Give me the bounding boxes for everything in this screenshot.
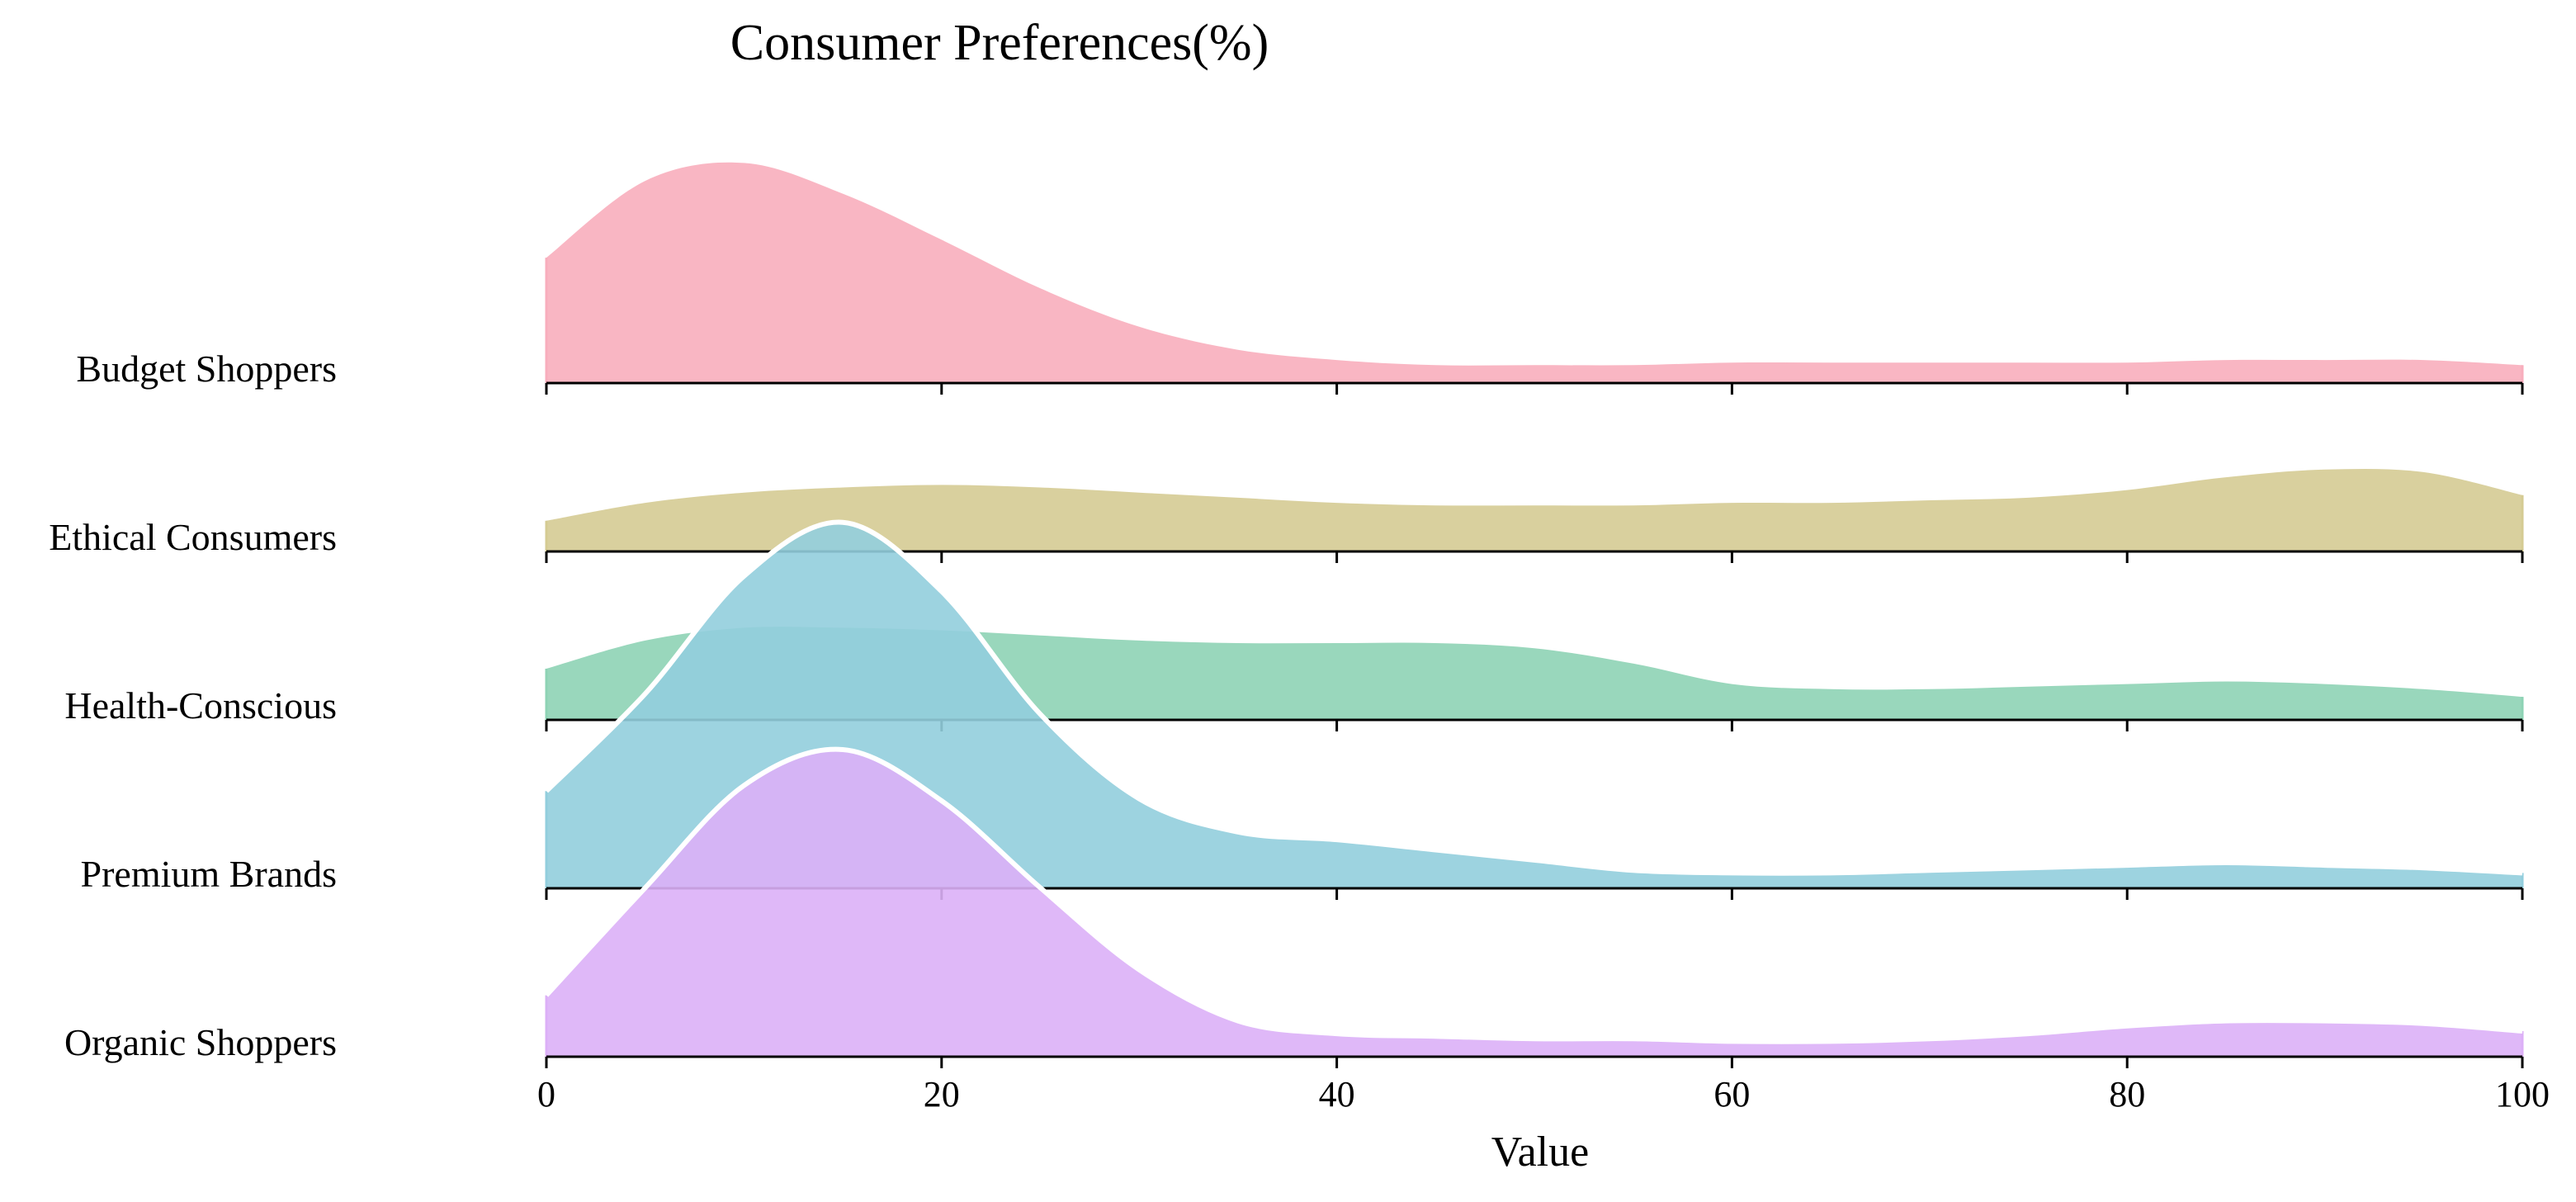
- x-tick-label: 60: [1713, 1074, 1750, 1114]
- ridge-label: Ethical Consumers: [49, 516, 337, 558]
- x-tick-label: 100: [2495, 1074, 2550, 1114]
- ridge-label: Health-Conscious: [64, 684, 337, 726]
- ridge-area: [546, 749, 2522, 1057]
- ridge-label: Organic Shoppers: [64, 1021, 337, 1063]
- ridge-ethical-consumers: Ethical Consumers: [49, 468, 2524, 563]
- ridge-organic-shoppers: Organic Shoppers: [64, 746, 2524, 1068]
- x-tick-label: 40: [1319, 1074, 1355, 1114]
- ridge-area: [546, 522, 2522, 888]
- ridge-area: [546, 468, 2522, 551]
- ridge-area: [546, 162, 2522, 383]
- ridge-area: [546, 627, 2522, 720]
- x-tick-label: 0: [537, 1074, 555, 1114]
- ridge-outline: [544, 519, 2523, 876]
- ridge-label: Budget Shoppers: [76, 348, 337, 390]
- ridge-budget-shoppers: Budget Shoppers: [76, 162, 2524, 395]
- x-tick-labels: 0 20 40 60 80 100: [537, 1074, 2550, 1114]
- x-axis-label: Value: [1491, 1129, 1589, 1176]
- ridge-health-conscious: Health-Conscious: [64, 627, 2524, 731]
- chart-title: Consumer Preferences(%): [730, 15, 1269, 71]
- ridge-label: Premium Brands: [81, 853, 337, 895]
- x-tick-label: 20: [924, 1074, 960, 1114]
- x-tick-label: 80: [2109, 1074, 2145, 1114]
- ridges-layer: Budget Shoppers Ethical Consumers Health-C…: [49, 162, 2524, 1068]
- ridge-outline: [544, 746, 2523, 1044]
